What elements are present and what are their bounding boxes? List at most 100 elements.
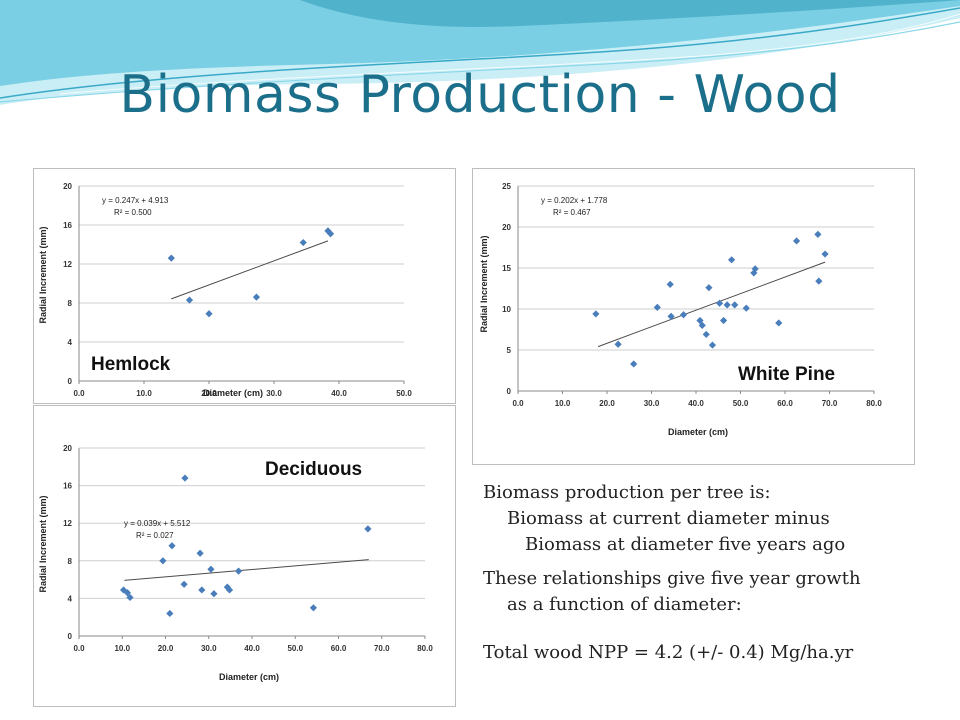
data-point [679,311,688,319]
data-point [614,340,622,348]
data-point [751,265,759,273]
x-tick-label: 50.0 [396,389,412,398]
y-tick-label: 25 [502,182,511,191]
data-point [234,567,243,575]
data-point [775,319,783,327]
data-point [180,580,188,588]
data-point [742,304,750,312]
r-squared-label: R² = 0.027 [136,531,174,540]
white-pine-label: White Pine [735,363,839,387]
data-point [326,230,335,238]
text-line: Biomass production per tree is: [483,482,771,503]
hemlock-chart: 0 4 8 12 16 20 0.0 10.0 20.0 30.0 40.0 50.0 y = 0.24… [33,168,456,404]
y-tick-label: 20 [63,444,72,453]
x-tick-label: 80.0 [866,399,882,408]
x-tick-label: 50.0 [733,399,749,408]
y-tick-label: 12 [63,519,72,528]
text-line: Total wood NPP = 4.2 (+/- 0.4) Mg/ha.yr [483,642,854,663]
y-tick-label: 5 [507,346,512,355]
x-axis-title: Diameter (cm) [668,427,728,437]
data-point [299,238,307,247]
y-axis-title: Radial Increment (mm) [38,495,48,592]
data-point [702,330,710,339]
trend-line [124,559,369,581]
x-tick-label: 0.0 [512,399,524,408]
data-point [630,360,638,368]
data-point [731,301,739,309]
y-tick-label: 8 [68,557,73,566]
data-point [198,586,206,594]
x-tick-label: 0.0 [73,389,85,398]
y-axis-title: Radial Increment (mm) [38,226,48,323]
data-point [666,280,674,288]
y-tick-label: 0 [507,387,512,396]
data-point [708,341,717,349]
y-tick-label: 12 [63,260,72,269]
data-point [592,310,600,318]
x-tick-label: 60.0 [777,399,793,408]
x-tick-label: 20.0 [599,399,615,408]
r-squared-label: R² = 0.500 [114,208,152,217]
y-tick-label: 0 [68,377,73,386]
text-line: These relationships give five year growt… [483,568,861,589]
data-point [815,277,823,285]
hemlock-label: Hemlock [88,353,174,377]
data-point [205,310,213,318]
x-tick-label: 70.0 [822,399,838,408]
y-tick-label: 4 [68,594,73,603]
data-point [210,590,218,598]
y-tick-label: 20 [63,182,72,191]
data-point [207,565,215,573]
x-tick-label: 10.0 [136,389,152,398]
x-axis-title: Diameter (cm) [203,388,263,398]
text-line: Biomass at diameter five years ago [525,534,846,555]
x-tick-label: 30.0 [201,644,217,653]
y-tick-label: 0 [68,632,73,641]
data-point [123,589,132,597]
deciduous-label: Deciduous [262,458,366,482]
y-tick-label: 8 [68,299,73,308]
data-point [225,586,234,594]
deciduous-chart: 0 4 8 12 16 20 0.0 10.0 20.0 30.0 40.0 50.0 60.0 70.0… [33,405,456,707]
x-tick-label: 40.0 [331,389,347,398]
x-tick-label: 10.0 [555,399,571,408]
data-point [309,604,318,612]
trendline-equation: y = 0.039x + 5.512 [124,519,191,528]
data-point [792,237,801,245]
data-point [719,316,728,325]
data-point [814,230,822,238]
y-tick-label: 15 [502,264,511,273]
data-point [723,301,731,309]
y-tick-label: 20 [502,223,511,232]
trend-line [171,240,329,300]
data-point [196,549,204,557]
x-tick-label: 40.0 [688,399,704,408]
x-tick-label: 30.0 [644,399,660,408]
x-tick-label: 40.0 [244,644,260,653]
data-point [159,557,167,565]
x-tick-label: 20.0 [158,644,174,653]
trendline-equation: y = 0.247x + 4.913 [102,196,169,205]
x-tick-label: 80.0 [417,644,433,653]
data-point [168,542,176,550]
y-tick-label: 16 [63,221,72,230]
x-tick-label: 20.0 [201,389,217,398]
data-point [667,312,675,320]
x-tick-label: 70.0 [374,644,390,653]
data-point [750,269,758,277]
data-point [364,525,372,533]
x-axis-title: Diameter (cm) [219,672,279,682]
white-pine-chart: 0 5 10 15 20 25 0.0 10.0 20.0 30.0 40.0 50.0 60.0 70.… [472,168,915,465]
biomass-description: Biomass production per tree is: Biomass … [483,480,953,666]
x-tick-label: 0.0 [73,644,85,653]
data-point [167,254,175,262]
y-tick-label: 10 [502,305,511,314]
data-point [821,250,829,258]
data-point [252,293,261,301]
slide-title: Biomass Production - Wood [119,65,841,125]
data-point [728,256,736,264]
y-tick-label: 4 [68,338,73,347]
text-line: as a function of diameter: [507,594,742,615]
r-squared-label: R² = 0.467 [553,208,591,217]
x-tick-label: 30.0 [266,389,282,398]
